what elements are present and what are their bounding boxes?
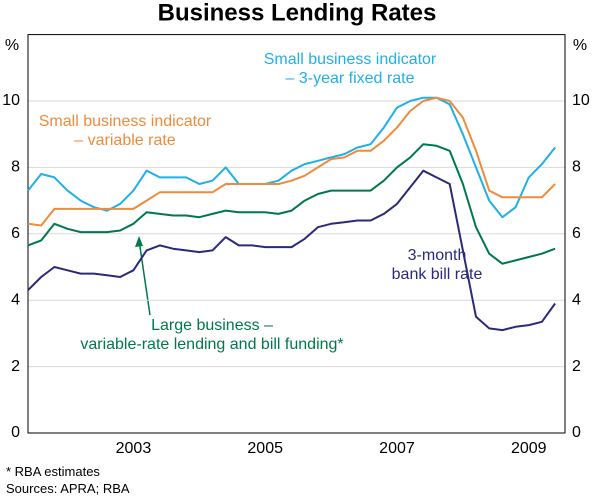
x-tick-label: 2005 [247, 440, 283, 457]
x-tick-label: 2003 [116, 440, 152, 457]
y-tick-label: 2 [11, 358, 20, 375]
arrow [138, 239, 151, 316]
y2-tick-label: 4 [572, 291, 581, 308]
y2-tick-label: 8 [572, 159, 581, 176]
label-fixed: Small business indicator – 3-year fixed … [263, 51, 437, 87]
y2-tick-label: 0 [572, 424, 581, 441]
chart-title: Business Lending Rates [158, 0, 437, 26]
y-tick-label: 8 [11, 159, 20, 176]
footnote: * RBA estimates [6, 464, 100, 479]
y2-tick-label: 10 [572, 92, 590, 109]
line-series [27, 143, 556, 265]
source: Sources: APRA; RBA [6, 481, 130, 496]
plot-frame [27, 34, 566, 434]
line-series [27, 96, 556, 219]
label-variable: Small business indicator – variable rate [38, 113, 212, 149]
y-tick-label: 0 [11, 424, 20, 441]
label-bill: 3-month bank bill rate [391, 247, 483, 283]
y2-tick-label: 6 [572, 225, 581, 242]
y2-tick-label: 2 [572, 358, 581, 375]
line-series [27, 169, 556, 332]
y2-unit: % [573, 37, 587, 54]
y-tick-label: 4 [11, 291, 20, 308]
x-tick-label: 2007 [379, 440, 415, 457]
y-tick-label: 10 [2, 92, 20, 109]
line-series [27, 96, 556, 227]
x-tick-label: 2009 [511, 440, 547, 457]
y-unit: % [5, 37, 19, 54]
y-tick-label: 6 [11, 225, 20, 242]
label-large: Large business – variable-rate lending a… [80, 317, 344, 353]
arrow-head [135, 236, 143, 247]
